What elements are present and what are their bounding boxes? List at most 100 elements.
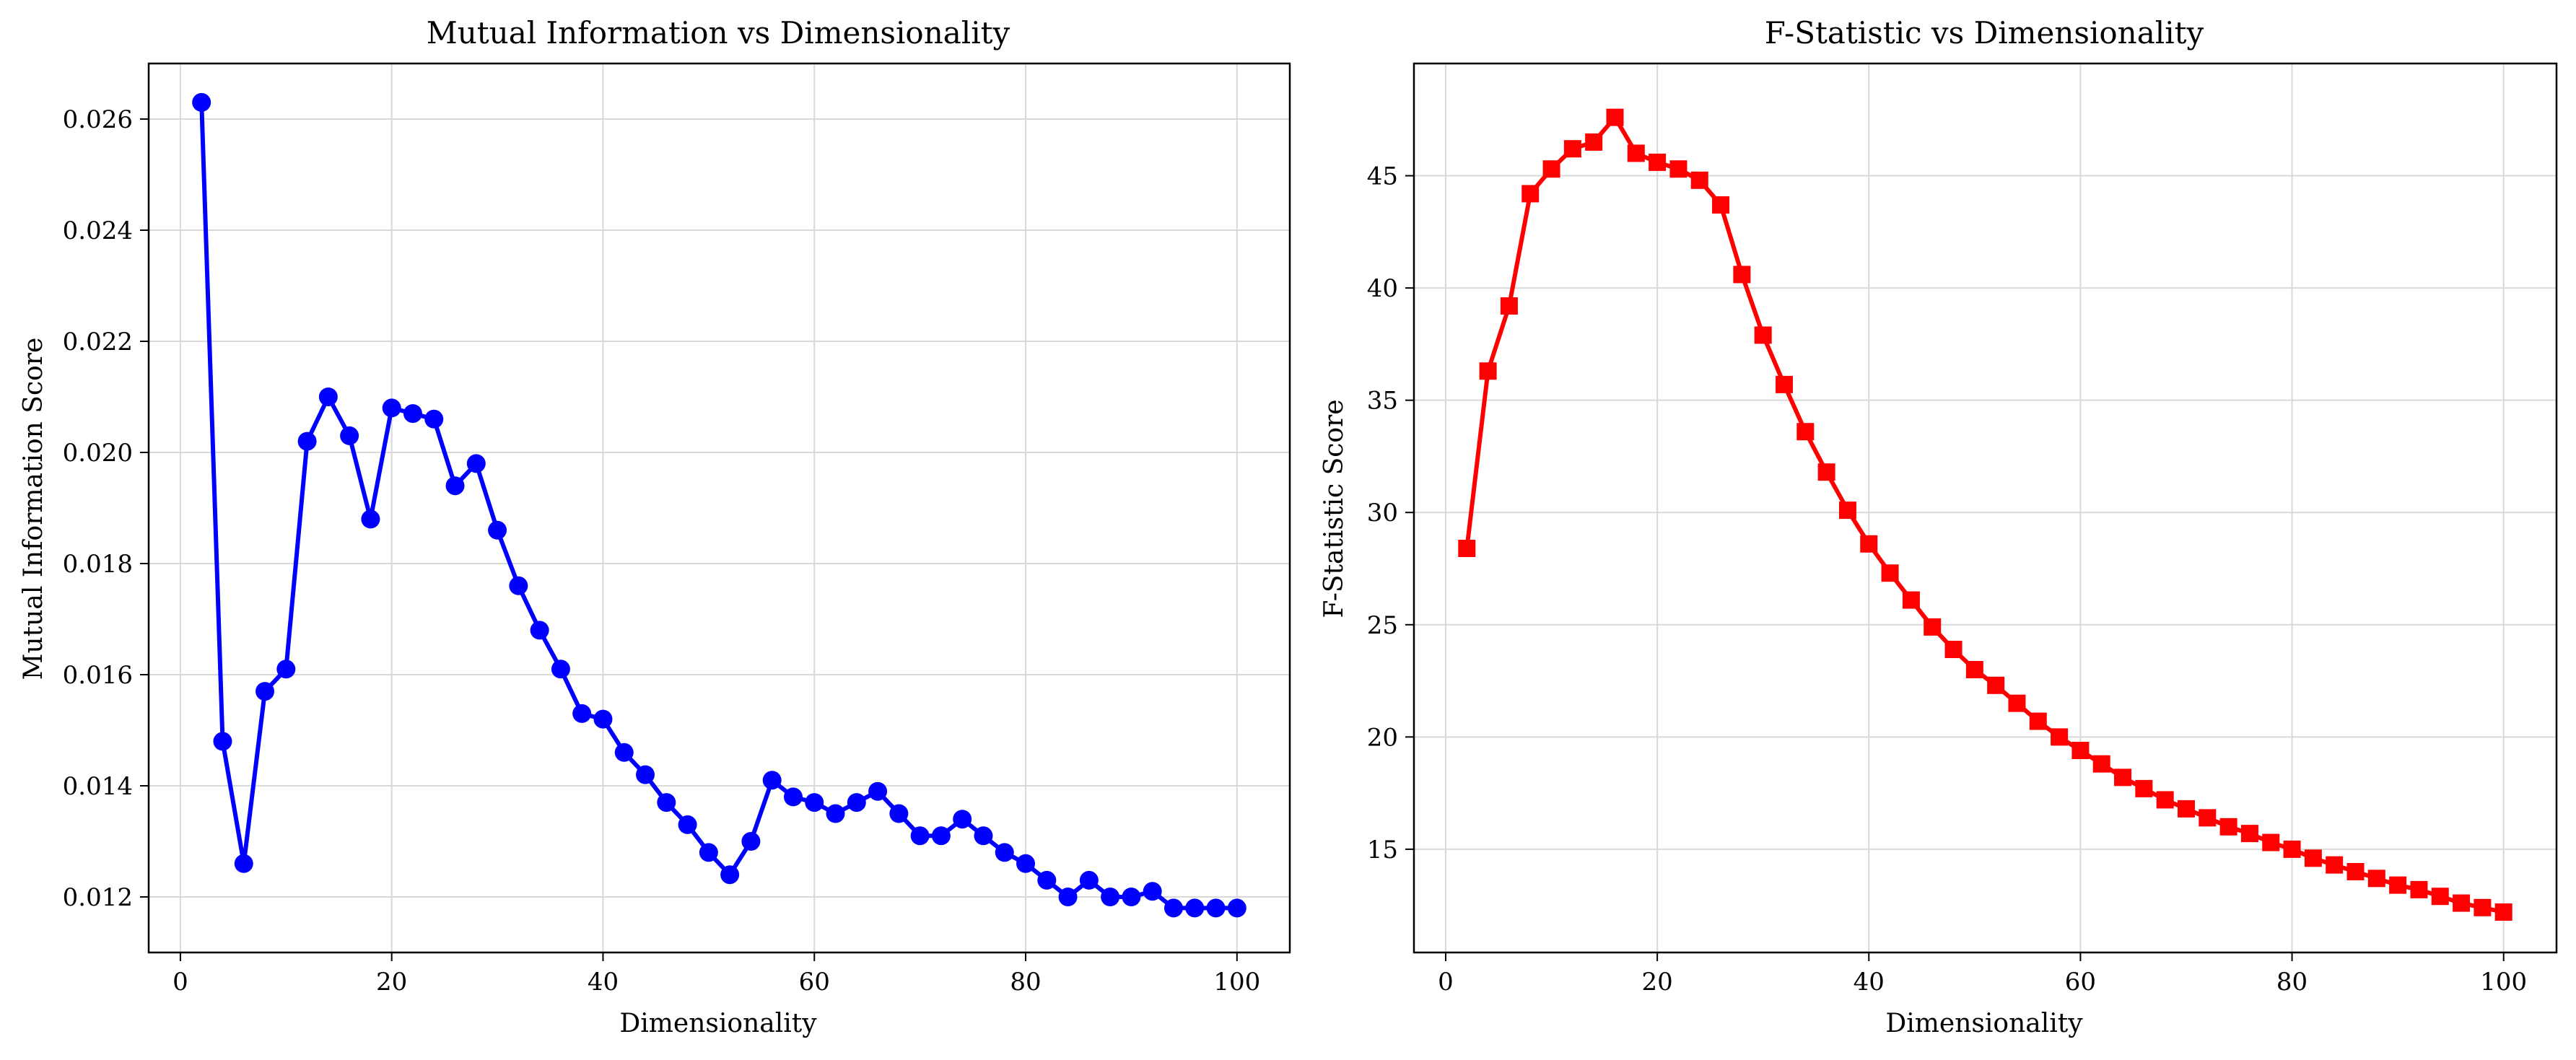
data-point <box>1058 888 1078 906</box>
data-point <box>1101 888 1120 906</box>
axis-ticks: 0 20 40 60 80 100 15 20 25 30 35 40 45 <box>1367 162 2527 997</box>
data-point <box>805 793 824 812</box>
data-point <box>1227 898 1246 918</box>
data-point <box>931 826 951 846</box>
data-point <box>1037 870 1057 890</box>
y-tick-label: 0.020 <box>63 439 133 468</box>
data-point <box>614 743 634 762</box>
data-point <box>1163 898 1183 918</box>
data-point <box>2029 712 2047 730</box>
data-point <box>192 92 211 112</box>
data-point <box>2199 809 2217 827</box>
plot-frame <box>1413 62 2558 954</box>
data-point <box>403 404 422 424</box>
data-point <box>1924 618 1942 636</box>
data-point <box>256 682 275 701</box>
data-point <box>1563 140 1581 158</box>
data-series <box>1458 108 2512 921</box>
data-point <box>2262 833 2280 851</box>
data-point <box>361 509 380 529</box>
x-tick-label: 20 <box>376 968 407 997</box>
data-point <box>2283 840 2301 858</box>
data-point <box>847 793 866 812</box>
data-point <box>2410 880 2428 898</box>
data-point <box>762 771 782 790</box>
mutual-information-chart: Mutual Information vs Dimensionality Dim… <box>19 15 1291 1038</box>
data-point <box>2177 800 2195 818</box>
data-point <box>720 865 740 885</box>
grid-lines <box>149 63 1290 952</box>
y-tick-label: 25 <box>1367 611 1398 640</box>
data-point <box>530 621 549 640</box>
data-point <box>297 432 317 451</box>
data-point <box>1500 297 1518 315</box>
x-tick-label: 80 <box>2276 968 2308 997</box>
data-point <box>741 832 761 851</box>
data-point <box>276 660 296 679</box>
x-tick-label: 60 <box>2065 968 2096 997</box>
data-point <box>2494 903 2512 921</box>
data-point <box>1479 362 1497 380</box>
data-point <box>826 804 845 823</box>
x-tick-label: 60 <box>799 968 830 997</box>
data-point <box>1902 591 1920 609</box>
data-point <box>2156 791 2174 809</box>
data-point <box>1542 160 1560 178</box>
x-tick-label: 20 <box>1641 968 1672 997</box>
data-point <box>1458 540 1476 557</box>
data-point <box>2326 856 2344 874</box>
x-axis-label: Dimensionality <box>619 1009 817 1038</box>
data-point <box>1627 144 1645 162</box>
grid-lines <box>1414 63 2557 952</box>
y-tick-label: 0.014 <box>63 772 133 801</box>
data-point <box>1881 564 1899 582</box>
x-tick-label: 40 <box>1854 968 1885 997</box>
data-point <box>2389 876 2407 894</box>
x-tick-label: 100 <box>2480 968 2527 997</box>
x-tick-label: 0 <box>1438 968 1454 997</box>
data-point <box>1185 898 1205 918</box>
y-tick-label: 45 <box>1367 162 1398 191</box>
data-point <box>974 826 993 846</box>
data-point <box>1838 501 1856 520</box>
data-point <box>1944 641 1962 658</box>
data-point <box>2474 898 2492 916</box>
axis-ticks: 0 20 40 60 80 100 0.012 0.014 0.016 0.018 0.020 0.0… <box>63 105 1261 997</box>
data-point <box>2219 818 2237 836</box>
data-point <box>2346 863 2365 880</box>
data-point <box>1649 153 1667 171</box>
data-point <box>1776 375 1794 393</box>
data-point <box>593 709 613 729</box>
data-point <box>1606 108 1624 126</box>
chart-title: F-Statistic vs Dimensionality <box>1765 15 2204 51</box>
data-point <box>889 804 909 823</box>
data-point <box>340 426 359 445</box>
y-tick-label: 0.024 <box>63 216 133 245</box>
x-tick-label: 40 <box>588 968 619 997</box>
data-point <box>445 476 465 496</box>
data-point <box>1965 661 1983 678</box>
data-point <box>382 398 401 418</box>
data-point <box>2431 888 2449 906</box>
data-point <box>2092 755 2110 773</box>
chart-title: Mutual Information vs Dimensionality <box>427 15 1010 51</box>
y-axis-label: Mutual Information Score <box>19 338 48 680</box>
y-tick-label: 35 <box>1367 387 1398 416</box>
y-tick-label: 0.018 <box>63 550 133 579</box>
data-point <box>1122 888 1141 906</box>
x-tick-label: 100 <box>1213 968 1260 997</box>
y-tick-label: 0.026 <box>63 105 133 134</box>
data-point <box>1079 870 1099 890</box>
data-point <box>466 454 486 473</box>
data-point <box>551 660 570 679</box>
data-point <box>2367 870 2385 888</box>
x-axis-label: Dimensionality <box>1885 1009 2083 1038</box>
data-point <box>1669 160 1688 178</box>
data-point <box>657 793 676 812</box>
y-axis-label: F-Statistic Score <box>1319 399 1349 618</box>
data-point <box>910 826 930 846</box>
data-point <box>2240 825 2258 843</box>
data-point <box>424 409 444 429</box>
data-point <box>2304 849 2322 867</box>
